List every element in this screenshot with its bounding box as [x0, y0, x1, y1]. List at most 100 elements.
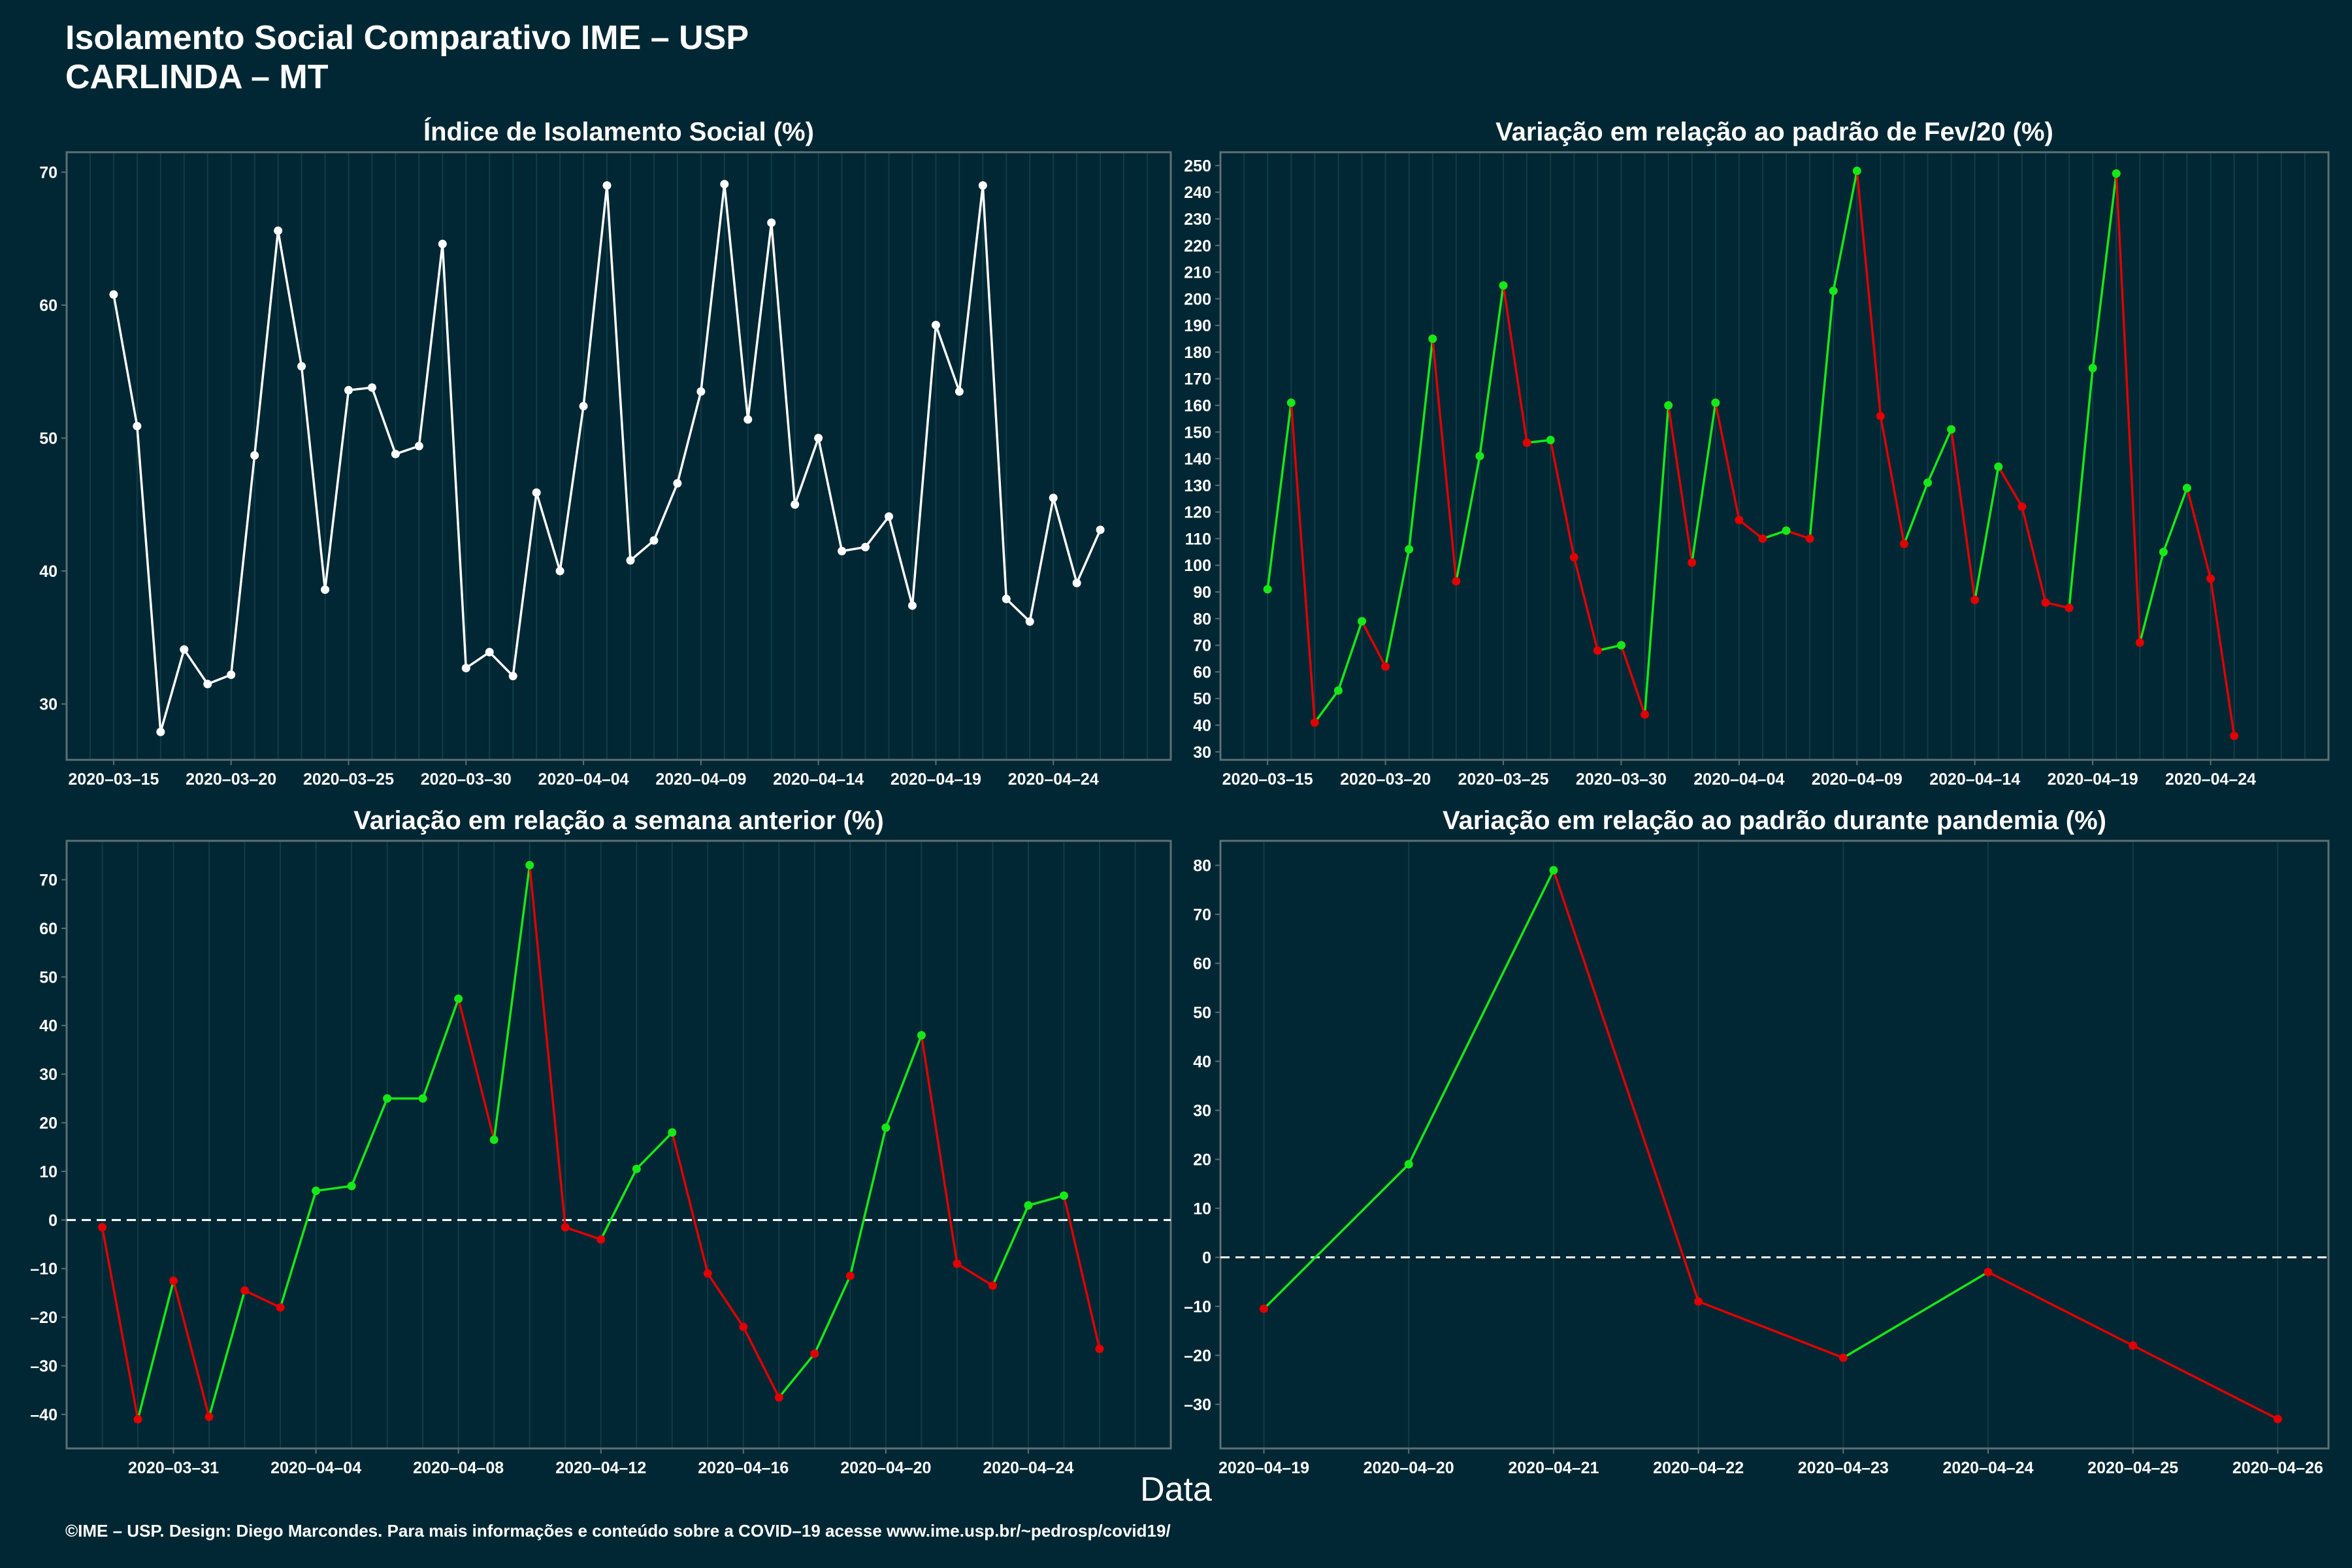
- data-point: [1059, 1191, 1068, 1200]
- x-tick-label: 2020–03–25: [1458, 770, 1548, 789]
- series-segment: [112, 294, 139, 427]
- x-tick-label: 2020–04–21: [1508, 1459, 1599, 1477]
- y-tick-label: 60: [39, 920, 57, 938]
- y-tick-label: 0: [1202, 1249, 1211, 1267]
- series-segment: [2115, 173, 2142, 643]
- y-tick-label: 50: [39, 968, 57, 987]
- data-point: [204, 1413, 214, 1422]
- series-segment: [1987, 1271, 2134, 1347]
- data-point: [109, 290, 118, 299]
- series-segment: [2068, 368, 2094, 608]
- y-tick-label: 30: [39, 696, 57, 714]
- series-segment: [606, 185, 632, 561]
- data-point: [953, 1259, 962, 1268]
- series-segment: [885, 1034, 923, 1128]
- x-tick-label: 2020–04–23: [1798, 1459, 1889, 1477]
- x-tick-label: 2020–03–20: [1340, 770, 1431, 789]
- series-segment: [279, 1190, 318, 1308]
- x-tick-label: 2020–04–19: [890, 770, 981, 789]
- data-point: [2230, 731, 2239, 740]
- main-title: Isolamento Social Comparativo IME – USP …: [65, 18, 749, 97]
- y-tick-label: 250: [1184, 157, 1211, 175]
- series-segment: [208, 1290, 246, 1418]
- series-segment: [244, 1289, 281, 1309]
- data-point: [1260, 1304, 1269, 1313]
- series-segment: [1879, 416, 1906, 544]
- series-segment: [564, 1226, 602, 1241]
- y-tick-label: –10: [1184, 1298, 1211, 1316]
- series-segment: [2091, 173, 2117, 368]
- data-point: [774, 1393, 783, 1402]
- series-segment: [1062, 1195, 1101, 1349]
- y-tick-label: 90: [1193, 583, 1211, 602]
- series-segment: [350, 1098, 389, 1186]
- series-segment: [887, 516, 914, 606]
- series-segment: [742, 1326, 780, 1398]
- series-segment: [465, 651, 491, 670]
- y-tick-label: –20: [30, 1309, 57, 1327]
- series-segment: [1926, 429, 1953, 483]
- y-tick-label: –30: [30, 1358, 57, 1376]
- data-point: [454, 994, 463, 1004]
- data-point: [321, 585, 330, 595]
- series-segment: [323, 390, 350, 590]
- series-segment: [2021, 506, 2047, 603]
- x-tick-label: 2020–04–14: [773, 770, 864, 789]
- series-segment: [528, 865, 566, 1228]
- data-point: [696, 387, 706, 396]
- series-segment: [172, 1280, 210, 1418]
- series-segment: [1052, 497, 1078, 583]
- series-segment: [813, 1275, 851, 1354]
- chart-panel-4: Variação em relação ao padrão durante pa…: [1184, 806, 2330, 1477]
- y-tick-label: 80: [1193, 857, 1211, 875]
- data-point: [579, 402, 588, 411]
- chart-title: Variação em relação a semana anterior (%…: [353, 806, 884, 835]
- x-tick-label: 2020–04–08: [413, 1459, 504, 1477]
- series-segment: [229, 455, 256, 675]
- chart-panel-1: Índice de Isolamento Social (%) 30 40 50 60 7…: [39, 117, 1172, 789]
- data-point: [1049, 493, 1058, 502]
- main-title-line2: CARLINDA – MT: [65, 58, 329, 96]
- series-segment: [636, 1132, 674, 1170]
- data-point: [240, 1286, 250, 1295]
- data-point: [485, 647, 494, 657]
- data-point: [1735, 515, 1744, 525]
- data-point: [1358, 617, 1367, 626]
- data-point: [367, 383, 376, 392]
- data-point: [180, 645, 189, 654]
- chart-title: Variação em relação ao padrão de Fev/20 …: [1495, 118, 2053, 146]
- series-segment: [512, 492, 538, 677]
- data-point: [438, 239, 447, 248]
- series-segment: [1997, 466, 2023, 508]
- y-tick-label: 20: [39, 1115, 57, 1133]
- series-segment: [457, 998, 495, 1140]
- data-point: [743, 415, 753, 424]
- data-point: [414, 442, 423, 451]
- series-segment: [956, 1262, 994, 1287]
- series-segment: [706, 1273, 745, 1328]
- data-point: [632, 1164, 641, 1173]
- series-segment: [253, 230, 280, 456]
- data-point: [156, 727, 165, 736]
- data-point: [1688, 558, 1697, 567]
- series-segment: [2162, 487, 2189, 553]
- data-point: [1333, 686, 1343, 695]
- panel-border: [1219, 840, 2330, 1450]
- x-tick-label: 2020–04–04: [1693, 770, 1784, 789]
- data-point: [1024, 1201, 1033, 1210]
- data-point: [1404, 1160, 1413, 1169]
- data-point: [2088, 363, 2097, 372]
- data-point: [1475, 451, 1484, 461]
- series-segment: [794, 437, 820, 505]
- data-point: [1002, 595, 1011, 604]
- data-point: [1095, 1344, 1104, 1353]
- data-point: [1072, 578, 1081, 587]
- series-segment: [1697, 1300, 1844, 1359]
- x-tick-label: 2020–04–25: [2087, 1459, 2178, 1477]
- data-point: [861, 542, 870, 551]
- data-point: [227, 670, 236, 679]
- y-tick-label: –30: [1184, 1396, 1211, 1414]
- data-point: [1876, 412, 1885, 421]
- series-segment: [770, 222, 796, 505]
- y-tick-label: 50: [39, 430, 57, 448]
